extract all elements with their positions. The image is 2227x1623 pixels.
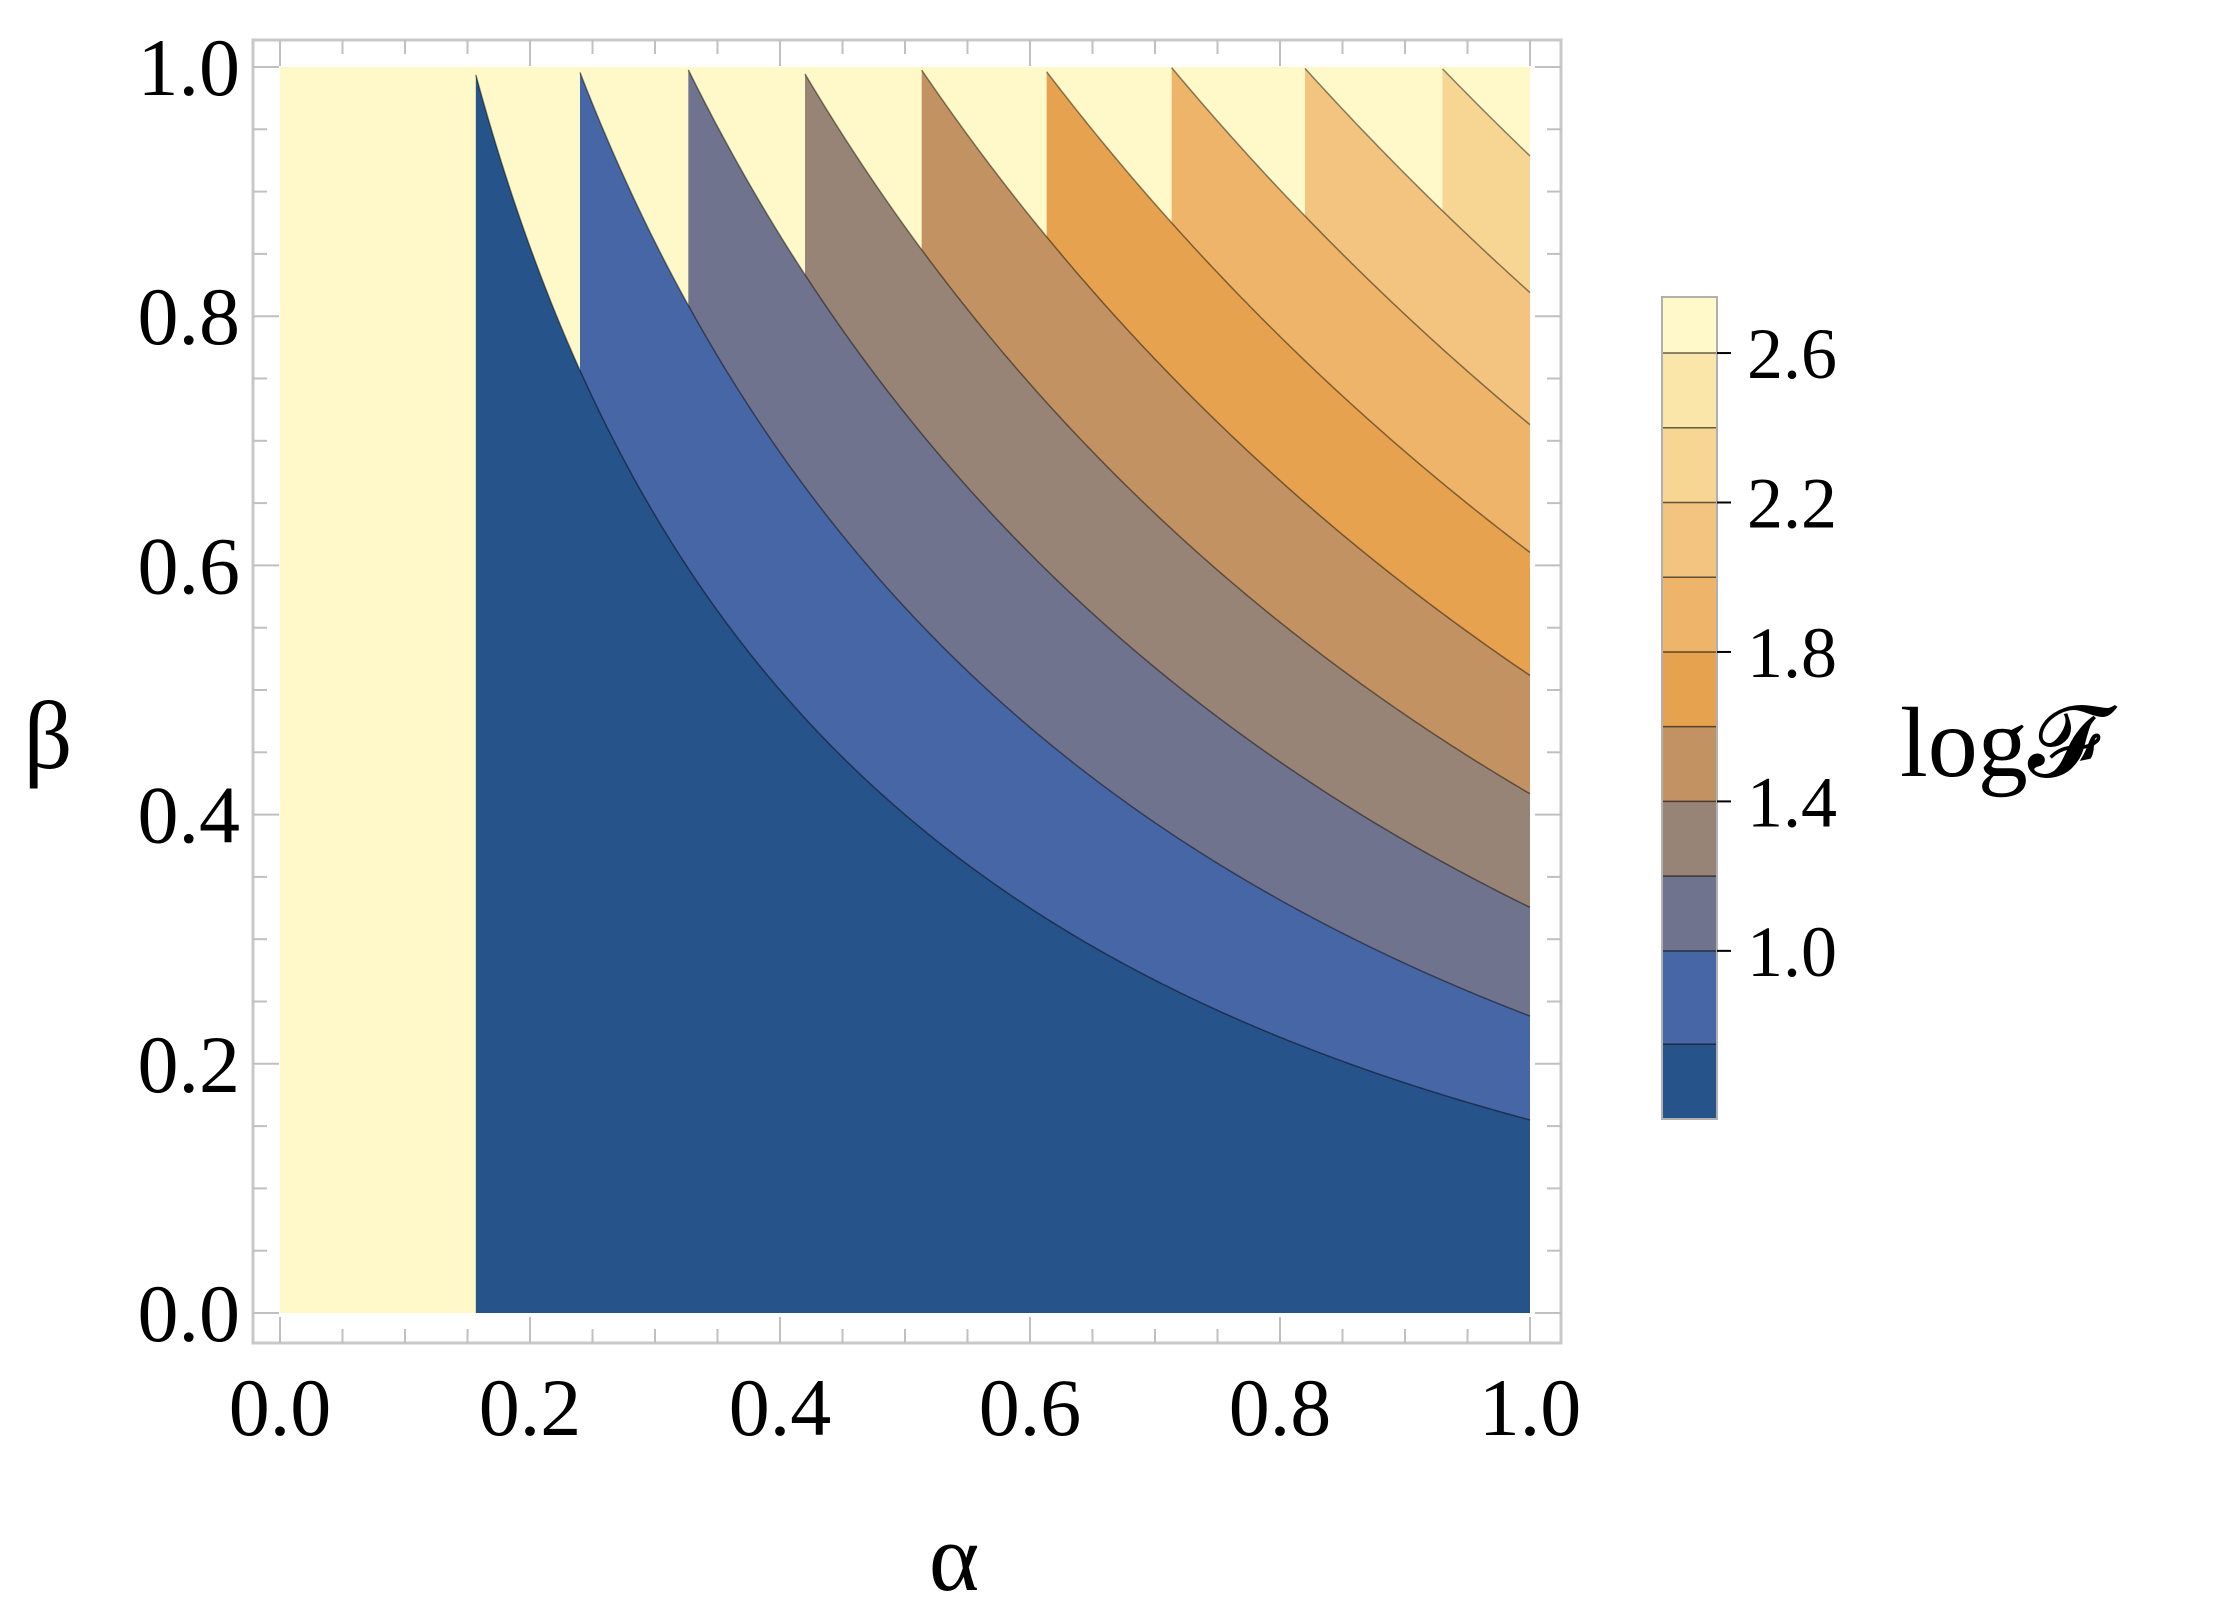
contour-line bbox=[1304, 67, 1531, 294]
x-tick-label: 0.6 bbox=[979, 1362, 1082, 1453]
colorbar-swatch bbox=[1662, 297, 1717, 354]
contour-line bbox=[475, 74, 1531, 1121]
plot-area bbox=[280, 67, 1531, 1313]
contour-line bbox=[804, 73, 1531, 795]
colorbar-tick-label: 1.8 bbox=[1747, 613, 1837, 693]
contour-line bbox=[1171, 67, 1531, 426]
y-tick-label: 1.0 bbox=[138, 22, 241, 113]
colorbar-tick-label: 2.2 bbox=[1747, 464, 1837, 544]
colorbar-swatch bbox=[1662, 353, 1717, 428]
colorbar-border bbox=[1661, 296, 1718, 1120]
x-tick-label: 0.8 bbox=[1229, 1362, 1332, 1453]
colorbar-swatch bbox=[1662, 651, 1717, 727]
y-tick-label: 0.8 bbox=[138, 271, 241, 362]
colorbar-tick-label: 1.4 bbox=[1747, 762, 1837, 842]
contour-line bbox=[687, 69, 1531, 909]
colorbar-swatch bbox=[1662, 502, 1717, 578]
contour-line bbox=[1046, 71, 1531, 553]
colorbar-swatch bbox=[1662, 726, 1717, 802]
colorbar-swatch bbox=[1662, 801, 1717, 877]
contour-line bbox=[1441, 68, 1531, 157]
colorbar-swatch bbox=[1662, 950, 1717, 1045]
colorbar-title: log𝓕 bbox=[1900, 687, 2118, 798]
contour-band bbox=[475, 67, 1531, 1313]
x-axis-ticks: 0.0 0.2 0.4 0.6 0.8 1.0 bbox=[229, 40, 1582, 1453]
plot-frame bbox=[251, 38, 1563, 1345]
y-tick-label: 0.4 bbox=[138, 770, 241, 861]
colorbar-swatch bbox=[1662, 427, 1717, 503]
x-tick-label: 1.0 bbox=[1479, 1362, 1582, 1453]
x-tick-label: 0.4 bbox=[729, 1362, 832, 1453]
colorbar: 1.0 1.4 1.8 2.2 2.6 bbox=[1661, 296, 1837, 1120]
y-axis-label: β bbox=[24, 682, 73, 789]
colorbar-swatch bbox=[1662, 1044, 1717, 1119]
x-axis-label: α bbox=[929, 1504, 979, 1611]
plot-border bbox=[251, 38, 1563, 1345]
colorbar-tick-label: 1.0 bbox=[1747, 912, 1837, 992]
x-tick-label: 0.2 bbox=[479, 1362, 582, 1453]
contour-line bbox=[921, 69, 1531, 677]
y-tick-label: 0.2 bbox=[138, 1019, 241, 1110]
y-axis-ticks: 0.0 0.2 0.4 0.6 0.8 1.0 bbox=[138, 22, 1561, 1359]
y-tick-label: 0.6 bbox=[138, 520, 241, 611]
x-tick-label: 0.0 bbox=[229, 1362, 332, 1453]
colorbar-swatch bbox=[1662, 876, 1717, 951]
colorbar-swatch bbox=[1662, 577, 1717, 652]
colorbar-tick-label: 2.6 bbox=[1747, 314, 1837, 394]
contour-line bbox=[579, 72, 1531, 1017]
y-tick-label: 0.0 bbox=[138, 1268, 241, 1359]
